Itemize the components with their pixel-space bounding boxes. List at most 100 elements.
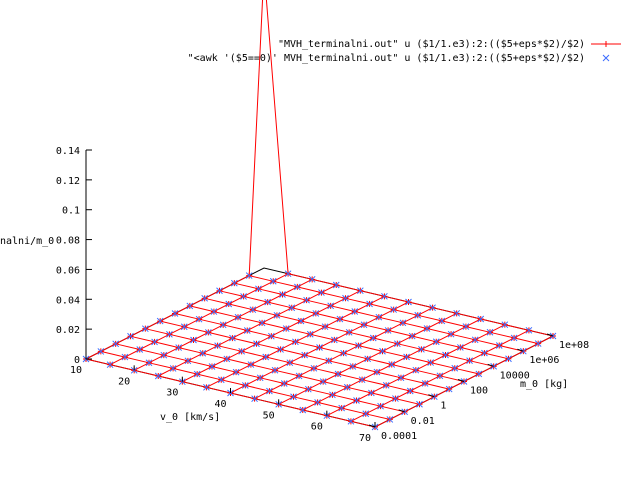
series-2-point <box>299 406 307 414</box>
y-tick <box>428 394 435 398</box>
series-2-point <box>406 387 414 395</box>
z-tick-label: 0.06 <box>56 265 80 276</box>
series-2-point <box>308 275 316 283</box>
series-2-point <box>343 383 351 391</box>
series-2-point <box>429 304 436 312</box>
x-tick-label: 50 <box>263 410 275 421</box>
series-2-point <box>151 338 158 346</box>
series-2-point <box>364 355 372 363</box>
series-2-point <box>329 391 336 399</box>
series-2-point <box>106 361 114 369</box>
series-2-point <box>243 327 251 334</box>
series-2-point <box>438 317 446 325</box>
series-2-point <box>301 351 309 359</box>
series-2-point <box>332 281 340 289</box>
series-2-point <box>255 285 262 293</box>
series-2-point <box>534 340 542 347</box>
x-tick-label: 20 <box>118 376 130 387</box>
legend: "MVH_terminalni.out" u ($1/1.e3):2:(($5+… <box>188 39 621 64</box>
series-2-point <box>318 289 325 296</box>
series-2-point <box>184 357 192 365</box>
x-tick-label: 40 <box>214 399 226 410</box>
y-tick <box>398 409 405 413</box>
y-tick <box>368 424 376 428</box>
x-tick-label: 70 <box>359 433 371 444</box>
series-2-point <box>195 315 203 323</box>
series-2-point <box>127 332 134 340</box>
series-2-point <box>186 302 194 310</box>
z-tick-label: 0.12 <box>56 176 80 187</box>
series-2-point <box>230 279 238 287</box>
y-tick-label: 1e+08 <box>559 340 589 351</box>
series-2-point <box>414 311 422 319</box>
series-2-point <box>210 308 218 315</box>
series-2-point <box>295 372 303 380</box>
series-2-point <box>180 323 188 331</box>
series-2-point <box>362 410 370 418</box>
series-2-point <box>495 342 503 349</box>
series-2-point <box>217 376 225 384</box>
series-2-point <box>306 330 314 338</box>
series-2-point <box>356 287 364 295</box>
series-2-point <box>310 364 318 372</box>
series-2-point <box>451 364 459 372</box>
series-2-point <box>355 342 362 349</box>
x-tick-label: 30 <box>166 388 178 399</box>
series-2-point <box>201 294 209 302</box>
series-2-point <box>319 378 327 385</box>
series-2-point <box>401 408 409 416</box>
legend-marker-series-1 <box>603 41 609 47</box>
series-2-point <box>388 361 396 368</box>
series-2-point <box>447 330 455 338</box>
y-tick-label: 1e+06 <box>529 355 559 366</box>
x-axis-title: v_0 [km/s] <box>160 412 220 423</box>
series-2-point <box>393 340 401 348</box>
series-2-point <box>360 321 368 329</box>
legend-label-series-1: "MVH_terminalni.out" u ($1/1.e3):2:(($5+… <box>278 39 585 50</box>
z-tick-label: 0 <box>74 355 80 366</box>
series-2-point <box>271 366 279 374</box>
y-tick-label: 100 <box>470 386 488 397</box>
series-2-point <box>204 329 212 336</box>
z-axis-title: nalni/m_0 <box>0 236 54 247</box>
series-2-point <box>290 393 297 401</box>
x-tick-label: 60 <box>311 422 323 433</box>
y-tick-label: 0.0001 <box>381 431 417 442</box>
y-tick-label: 1 <box>440 401 446 412</box>
series-2-point <box>379 347 386 355</box>
series-2-point <box>279 291 286 298</box>
series-2-point <box>471 336 479 344</box>
series-2-point <box>286 359 294 367</box>
series-2-point <box>251 395 258 403</box>
series-2-point <box>232 368 240 376</box>
series-2-point <box>505 355 512 363</box>
series-2-point <box>292 338 299 346</box>
series-2-point <box>190 336 197 344</box>
series-2-point <box>193 370 201 378</box>
series-2-point <box>366 300 373 308</box>
series-2-point <box>316 344 323 351</box>
series-2-point <box>412 366 420 374</box>
series-2-point <box>399 319 407 327</box>
series-2-point <box>456 344 464 351</box>
series-2-point <box>397 374 405 382</box>
series-2-point <box>403 353 410 361</box>
series-2-point <box>269 277 277 285</box>
series-2-point <box>267 332 275 340</box>
series-2-point <box>369 334 377 342</box>
series-2-point <box>253 340 260 348</box>
y-tick <box>487 363 494 367</box>
series-2-point <box>325 357 333 365</box>
series-2-point <box>373 368 381 376</box>
series-2-point <box>342 294 349 302</box>
y-axis-title: m_0 [kg] <box>520 379 568 390</box>
series-2-point <box>312 310 320 317</box>
series-2-point <box>323 412 331 420</box>
series-2-point <box>338 404 346 412</box>
series-2-point <box>349 363 357 370</box>
series-2-point <box>423 325 431 332</box>
series-2-point <box>453 309 461 317</box>
series-2-point <box>377 402 384 410</box>
series-2-point <box>347 417 355 425</box>
series-2-point <box>436 372 444 380</box>
